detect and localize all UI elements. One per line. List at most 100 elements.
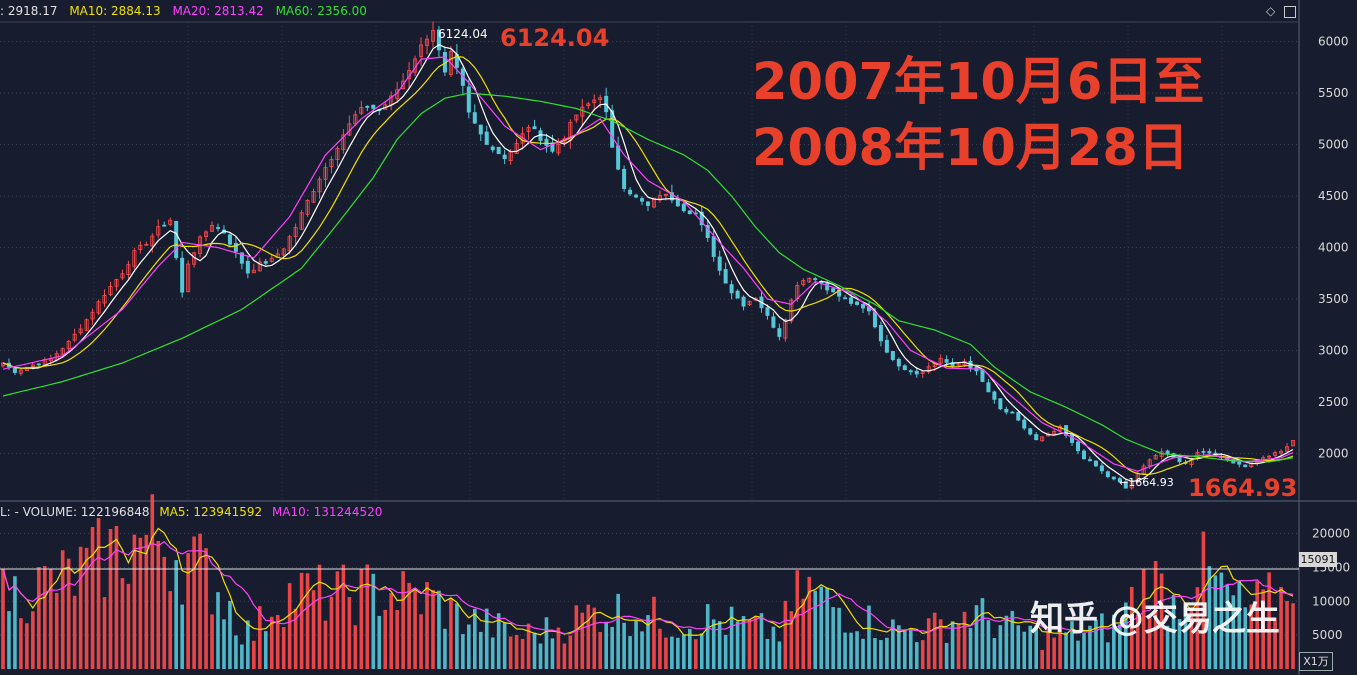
volume-prefix: L: - bbox=[0, 505, 23, 519]
candle-body bbox=[263, 261, 268, 264]
candle-body bbox=[669, 192, 674, 201]
candle-body bbox=[938, 357, 943, 364]
volume-bar bbox=[759, 613, 764, 669]
volume-bar bbox=[162, 556, 167, 669]
volume-bar bbox=[974, 605, 979, 669]
volume-bar bbox=[425, 582, 429, 669]
volume-bar bbox=[1147, 615, 1152, 669]
candle-body bbox=[90, 311, 95, 320]
volume-bar bbox=[490, 637, 495, 669]
candle-body bbox=[1147, 459, 1152, 466]
candle-body bbox=[156, 226, 161, 236]
candle-body bbox=[646, 201, 651, 206]
volume-bar bbox=[741, 616, 746, 669]
candle-body bbox=[12, 367, 17, 373]
candle-body bbox=[729, 284, 734, 294]
volume-tick-label: 5000 bbox=[1312, 628, 1343, 642]
volume-unit-label: X1万 bbox=[1299, 652, 1333, 671]
volume-bar bbox=[891, 619, 895, 669]
volume-bar bbox=[1088, 625, 1092, 669]
volume-bar bbox=[932, 612, 937, 669]
price-tick-label: 5500 bbox=[1318, 86, 1349, 100]
diamond-icon[interactable]: ◇ bbox=[1266, 4, 1276, 18]
candle-body bbox=[1165, 450, 1170, 454]
volume-bar bbox=[269, 616, 274, 669]
candle-body bbox=[681, 203, 686, 212]
candle-body bbox=[663, 193, 668, 196]
volume-bar bbox=[263, 631, 268, 669]
candle-body bbox=[245, 260, 250, 274]
volume-bar bbox=[449, 598, 453, 669]
candle-body bbox=[825, 283, 830, 291]
candle-body bbox=[293, 227, 298, 238]
candle-body bbox=[765, 307, 770, 316]
volume-bar bbox=[54, 592, 59, 669]
candle-body bbox=[687, 210, 692, 215]
candle-body bbox=[747, 300, 752, 306]
volume-bar bbox=[861, 638, 865, 669]
volume-bar bbox=[311, 590, 316, 669]
volume-bar bbox=[837, 607, 841, 669]
candle-body bbox=[436, 29, 441, 51]
volume-bar bbox=[903, 630, 907, 669]
volume-bar bbox=[908, 629, 913, 669]
volume-bar bbox=[658, 628, 662, 669]
candle-body bbox=[239, 252, 244, 264]
volume-bar bbox=[359, 569, 364, 669]
volume-ma10-legend: MA10: 131244520 bbox=[271, 505, 383, 519]
candle-body bbox=[956, 363, 961, 366]
volume-bar bbox=[1135, 614, 1140, 669]
volume-bar bbox=[897, 625, 901, 669]
volume-bar bbox=[1028, 625, 1033, 669]
volume-bar bbox=[1, 568, 5, 669]
candle-body bbox=[771, 316, 776, 328]
candle-body bbox=[257, 261, 262, 272]
candle-body bbox=[1237, 461, 1242, 465]
candle-body bbox=[1004, 408, 1009, 413]
candle-body bbox=[622, 168, 627, 189]
maximize-icon[interactable] bbox=[1284, 6, 1296, 18]
volume-bar bbox=[335, 571, 340, 669]
candle-body bbox=[783, 319, 788, 339]
candle-body bbox=[1010, 411, 1015, 414]
candle-body bbox=[233, 243, 238, 252]
volume-bar bbox=[699, 633, 704, 669]
volume-bar bbox=[628, 636, 632, 669]
volume-bar bbox=[467, 624, 471, 669]
candle-body bbox=[610, 110, 615, 148]
volume-bar bbox=[66, 558, 71, 669]
volume-bar bbox=[1064, 632, 1068, 669]
volume-bar bbox=[60, 550, 65, 669]
candle-body bbox=[472, 112, 477, 124]
volume-bar bbox=[1207, 566, 1212, 669]
candle-body bbox=[651, 197, 656, 208]
candle-body bbox=[1028, 428, 1033, 435]
candle-body bbox=[126, 264, 131, 275]
candle-body bbox=[84, 319, 89, 331]
volume-bar bbox=[783, 600, 788, 669]
volume-bar bbox=[526, 623, 531, 669]
volume-bar bbox=[670, 636, 674, 669]
volume-bar bbox=[120, 578, 125, 669]
candle-body bbox=[215, 227, 220, 229]
volume-bar bbox=[622, 622, 626, 669]
volume-bar bbox=[962, 611, 967, 669]
volume-bar bbox=[1159, 573, 1164, 669]
volume-bar bbox=[1016, 625, 1021, 669]
volume-bar bbox=[1177, 619, 1182, 669]
candle-body bbox=[204, 231, 209, 238]
volume-bar bbox=[1237, 580, 1242, 669]
volume-bar bbox=[293, 608, 298, 669]
volume-bar bbox=[568, 635, 573, 669]
volume-bar bbox=[843, 632, 847, 669]
volume-bar bbox=[1112, 614, 1116, 669]
volume-bar bbox=[1094, 619, 1098, 669]
volume-bar bbox=[574, 605, 579, 669]
volume-bar bbox=[204, 548, 208, 669]
volume-bar bbox=[705, 604, 710, 669]
candle-body bbox=[24, 366, 29, 371]
current-volume-badge: 15091 bbox=[1299, 552, 1337, 567]
volume-bar bbox=[287, 583, 292, 669]
volume-bar bbox=[1213, 575, 1218, 669]
